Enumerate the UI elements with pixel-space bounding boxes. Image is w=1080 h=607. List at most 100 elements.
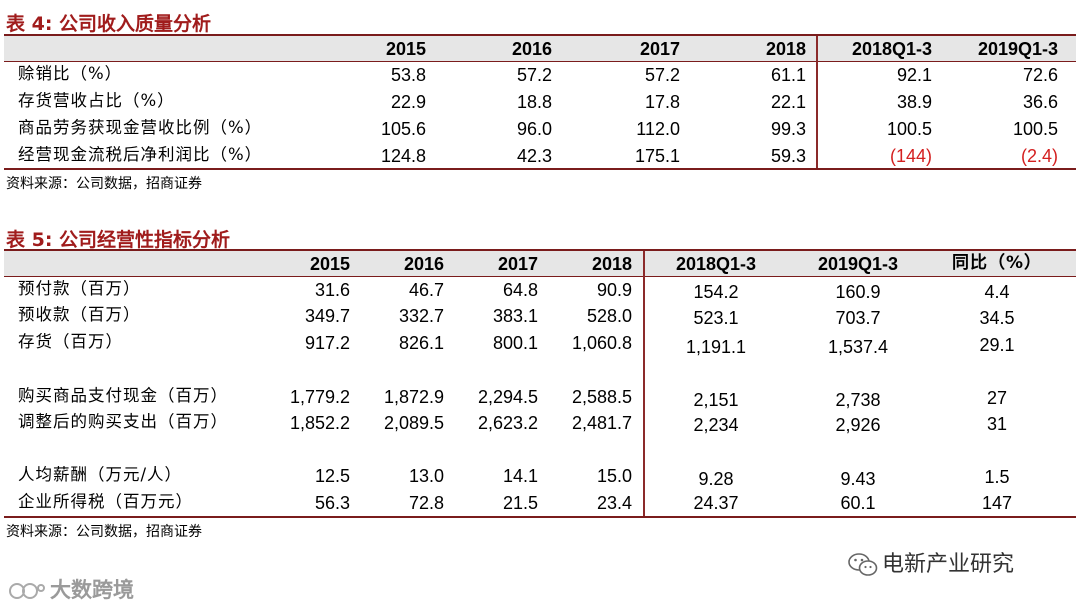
- table4-cell: 72.6: [1022, 65, 1058, 85]
- table4-cell: 99.3: [770, 119, 806, 139]
- table4-col-header: 2018: [765, 39, 806, 59]
- table4-divider: [816, 36, 818, 168]
- table5-cell: 2,089.5: [383, 413, 444, 433]
- table5-cell: 29.1: [979, 335, 1015, 355]
- table5-source: 资料来源：公司数据，招商证券: [6, 524, 202, 540]
- table5-cell: 1.5: [984, 467, 1010, 487]
- logo-icon: [9, 583, 45, 599]
- table4-cell: 38.9: [896, 92, 932, 112]
- table5-header-rule: [4, 276, 1076, 277]
- table4-col-header: 2017: [639, 39, 680, 59]
- table5-row-label: 预付款（百万）: [18, 279, 141, 298]
- table5-cell: 1,872.9: [383, 387, 444, 407]
- table5-cell: 2,926: [835, 415, 881, 435]
- table5-cell: 2,588.5: [571, 387, 632, 407]
- table5-cell: 90.9: [596, 280, 632, 300]
- table5-cell: 2,623.2: [477, 413, 538, 433]
- table5-cell: 2,481.7: [571, 413, 632, 433]
- table5-cell: 23.4: [596, 493, 632, 513]
- table5-cell: 27: [986, 388, 1008, 408]
- table4-cell: 92.1: [896, 65, 932, 85]
- table5-col-header: 2018: [591, 254, 632, 274]
- table5-cell: 34.5: [979, 308, 1015, 328]
- table5-col-header: 2015: [309, 254, 350, 274]
- table5-cell: 31.6: [314, 280, 350, 300]
- table5-cell: 9.43: [840, 469, 876, 489]
- table4-cell: 100.5: [886, 119, 932, 139]
- table4-cell: 61.1: [770, 65, 806, 85]
- table4-source: 资料来源：公司数据，招商证券: [6, 176, 202, 192]
- table5-cell: 1,060.8: [571, 333, 632, 353]
- table5-cell: 2,151: [693, 390, 739, 410]
- table4-cell: 18.8: [516, 92, 552, 112]
- table4-cell: 42.3: [516, 146, 552, 166]
- watermark-right-text: 电新产业研究: [882, 552, 1015, 577]
- table5-cell: 13.0: [408, 466, 444, 486]
- table5-cell: 826.1: [398, 333, 444, 353]
- table5-row-label: 企业所得税（百万元）: [18, 492, 193, 511]
- table4-cell-negative: (144): [889, 146, 932, 166]
- table4-header-bg: [4, 36, 1076, 61]
- table5-top-rule: [4, 249, 1076, 251]
- table5-cell: 2,738: [835, 390, 881, 410]
- watermark-right: 电新产业研究: [848, 546, 1014, 578]
- table4-cell: 124.8: [380, 146, 426, 166]
- table4-col-header: 2016: [511, 39, 552, 59]
- table5-cell: 154.2: [693, 282, 739, 302]
- table5-cell: 21.5: [502, 493, 538, 513]
- table4-cell: 22.9: [390, 92, 426, 112]
- table4-cell: 36.6: [1022, 92, 1058, 112]
- table5-row-label: 预收款（百万）: [18, 305, 141, 324]
- table4-header-row: [4, 36, 1076, 61]
- table5-cell: 1,852.2: [289, 413, 350, 433]
- table5-cell: 2,234: [693, 415, 739, 435]
- table5-row-label: 购买商品支付现金（百万）: [18, 386, 228, 405]
- table4-col-header: 2019Q1-3: [977, 39, 1058, 59]
- table5-cell: 64.8: [502, 280, 538, 300]
- table4-cell: 105.6: [380, 119, 426, 139]
- table4-col-header: 2018Q1-3: [851, 39, 932, 59]
- table5-cell: 703.7: [835, 308, 881, 328]
- table5-header-bg: [4, 251, 1076, 276]
- table5-col-header: 2017: [497, 254, 538, 274]
- table5-title: 表 5: 公司经营性指标分析: [6, 229, 231, 251]
- table5-cell: 383.1: [492, 306, 538, 326]
- table4-cell: 17.8: [644, 92, 680, 112]
- table4-header-rule: [4, 61, 1076, 62]
- table5-cell: 800.1: [492, 333, 538, 353]
- table4-cell: 57.2: [644, 65, 680, 85]
- table5-header-row: [4, 251, 1076, 276]
- table4-cell: 100.5: [1012, 119, 1058, 139]
- table4-cell: 112.0: [636, 119, 680, 139]
- table4-cell: 96.0: [516, 119, 552, 139]
- table5-row-label: 调整后的购买支出（百万）: [18, 412, 228, 431]
- table5-cell: 60.1: [840, 493, 876, 513]
- table4-bottom-rule: [4, 168, 1076, 170]
- table5-col-header: 2018Q1-3: [675, 254, 757, 274]
- table5-cell: 12.5: [314, 466, 350, 486]
- table5-cell: 56.3: [314, 493, 350, 513]
- table5-cell: 349.7: [304, 306, 350, 326]
- table5-col-header: 2016: [403, 254, 444, 274]
- table4-row-label: 赊销比（%）: [18, 64, 123, 83]
- table5-cell: 332.7: [398, 306, 444, 326]
- table5-cell: 2,294.5: [477, 387, 538, 407]
- table4-row-label: 存货营收占比（%）: [18, 91, 175, 110]
- table5-cell: 15.0: [596, 466, 632, 486]
- table5-bottom-rule: [4, 516, 1076, 518]
- table4-cell: 53.8: [390, 65, 426, 85]
- table4-cell-negative: (2.4): [1020, 146, 1058, 166]
- watermark-left-text: 大数跨境: [50, 578, 134, 602]
- table5-cell: 1,779.2: [289, 387, 350, 407]
- table5-cell: 160.9: [835, 282, 881, 302]
- table5-cell: 528.0: [586, 306, 632, 326]
- table4-row-label: 经营现金流税后净利润比（%）: [18, 145, 263, 164]
- table4-title: 表 4: 公司收入质量分析: [6, 13, 212, 35]
- table5-cell: 147: [981, 493, 1013, 513]
- table5-row-label: 存货（百万）: [18, 332, 123, 351]
- table4-cell: 175.1: [634, 146, 680, 166]
- table5-cell: 4.4: [984, 282, 1010, 302]
- wechat-icon: [848, 553, 878, 576]
- table5-cell: 72.8: [408, 493, 444, 513]
- table4-top-rule: [4, 34, 1076, 36]
